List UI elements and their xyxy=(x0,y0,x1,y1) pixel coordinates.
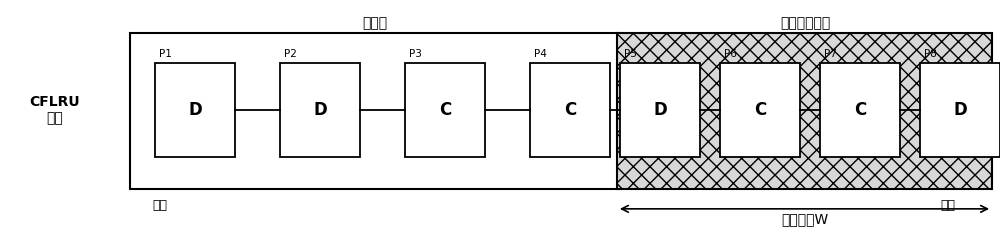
Text: C: C xyxy=(564,101,576,119)
Text: 干净页优先区: 干净页优先区 xyxy=(780,17,830,31)
Bar xyxy=(820,63,900,157)
Text: D: D xyxy=(313,101,327,119)
Text: D: D xyxy=(653,101,667,119)
Bar xyxy=(920,63,1000,157)
Bar xyxy=(130,33,620,189)
Text: P8: P8 xyxy=(924,49,937,59)
Text: C: C xyxy=(439,101,451,119)
Text: P7: P7 xyxy=(824,49,837,59)
Text: P2: P2 xyxy=(284,49,297,59)
Text: P5: P5 xyxy=(624,49,637,59)
Bar xyxy=(617,33,992,189)
Text: P3: P3 xyxy=(409,49,422,59)
Bar xyxy=(620,63,700,157)
Text: C: C xyxy=(754,101,766,119)
Bar xyxy=(280,63,360,157)
Text: C: C xyxy=(854,101,866,119)
Text: D: D xyxy=(188,101,202,119)
Bar xyxy=(155,63,235,157)
Text: P1: P1 xyxy=(159,49,172,59)
Text: P6: P6 xyxy=(724,49,737,59)
Text: 表头: 表头 xyxy=(152,199,167,212)
Text: 表尾: 表尾 xyxy=(940,199,955,212)
Bar xyxy=(530,63,610,157)
Bar xyxy=(405,63,485,157)
Text: 工作区: 工作区 xyxy=(362,17,388,31)
Text: D: D xyxy=(953,101,967,119)
Text: 窗口大小W: 窗口大小W xyxy=(781,212,829,227)
Text: CFLRU
链表: CFLRU 链表 xyxy=(30,95,80,125)
Text: P4: P4 xyxy=(534,49,547,59)
Bar xyxy=(720,63,800,157)
